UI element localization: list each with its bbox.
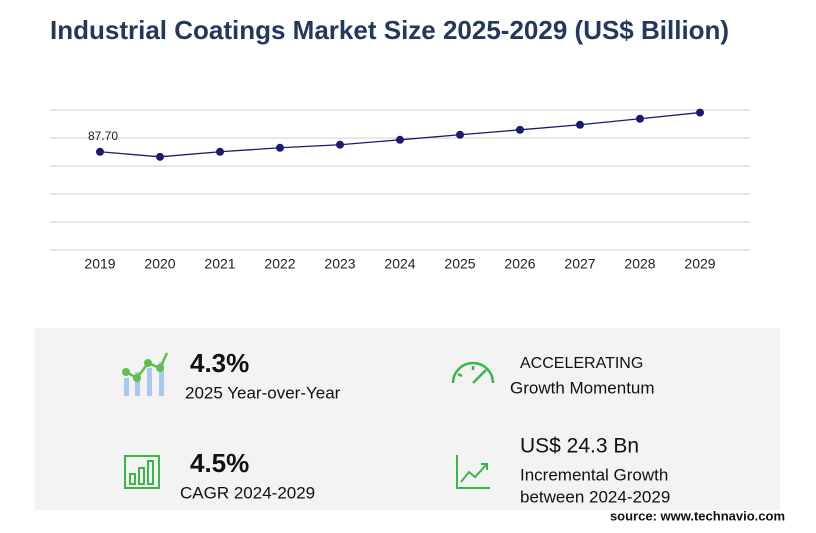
- point: [276, 143, 284, 152]
- stat-label: between 2024-2029: [520, 487, 670, 506]
- stat-label: 2025 Year-over-Year: [185, 383, 341, 402]
- stat-value: 4.5%: [190, 448, 249, 478]
- x-tick-label: 2024: [384, 256, 415, 272]
- x-tick-label: 2019: [84, 256, 115, 272]
- stat-value: US$ 24.3 Bn: [520, 435, 639, 458]
- line: [99, 111, 701, 158]
- stat-label: CAGR 2024-2029: [180, 483, 315, 502]
- growth-icon: [456, 455, 490, 489]
- point: [576, 120, 584, 129]
- source: source: www.technavio.com: [610, 508, 785, 523]
- x-tick-label: 2028: [624, 256, 655, 272]
- point: [696, 108, 704, 117]
- x-tick-label: 2021: [204, 256, 235, 272]
- gauge-icon: [451, 361, 495, 384]
- data-label: 87.70: [88, 129, 118, 143]
- point: [396, 135, 404, 144]
- point: [636, 114, 644, 123]
- stat-label: Growth Momentum: [510, 378, 655, 397]
- x-tick-label: 2025: [444, 256, 475, 272]
- point: [156, 152, 164, 161]
- point: [516, 125, 524, 134]
- x-tick-label: 2029: [684, 256, 715, 272]
- yoy-icon: [122, 352, 169, 396]
- stat-label: Incremental Growth: [520, 465, 668, 484]
- stat-value: 4.3%: [190, 348, 249, 378]
- x-tick-label: 2023: [324, 256, 355, 272]
- stat-value: ACCELERATING: [520, 355, 643, 372]
- chart-title: Industrial Coatings Market Size 2025-202…: [50, 15, 729, 45]
- x-tick-label: 2026: [504, 256, 535, 272]
- point: [216, 147, 224, 156]
- point: [336, 140, 344, 149]
- cagr-icon: [124, 455, 160, 489]
- point: [456, 130, 464, 139]
- x-tick-label: 2027: [564, 256, 595, 272]
- x-tick-label: 2020: [144, 256, 175, 272]
- point: [96, 147, 104, 156]
- x-tick-label: 2022: [264, 256, 295, 272]
